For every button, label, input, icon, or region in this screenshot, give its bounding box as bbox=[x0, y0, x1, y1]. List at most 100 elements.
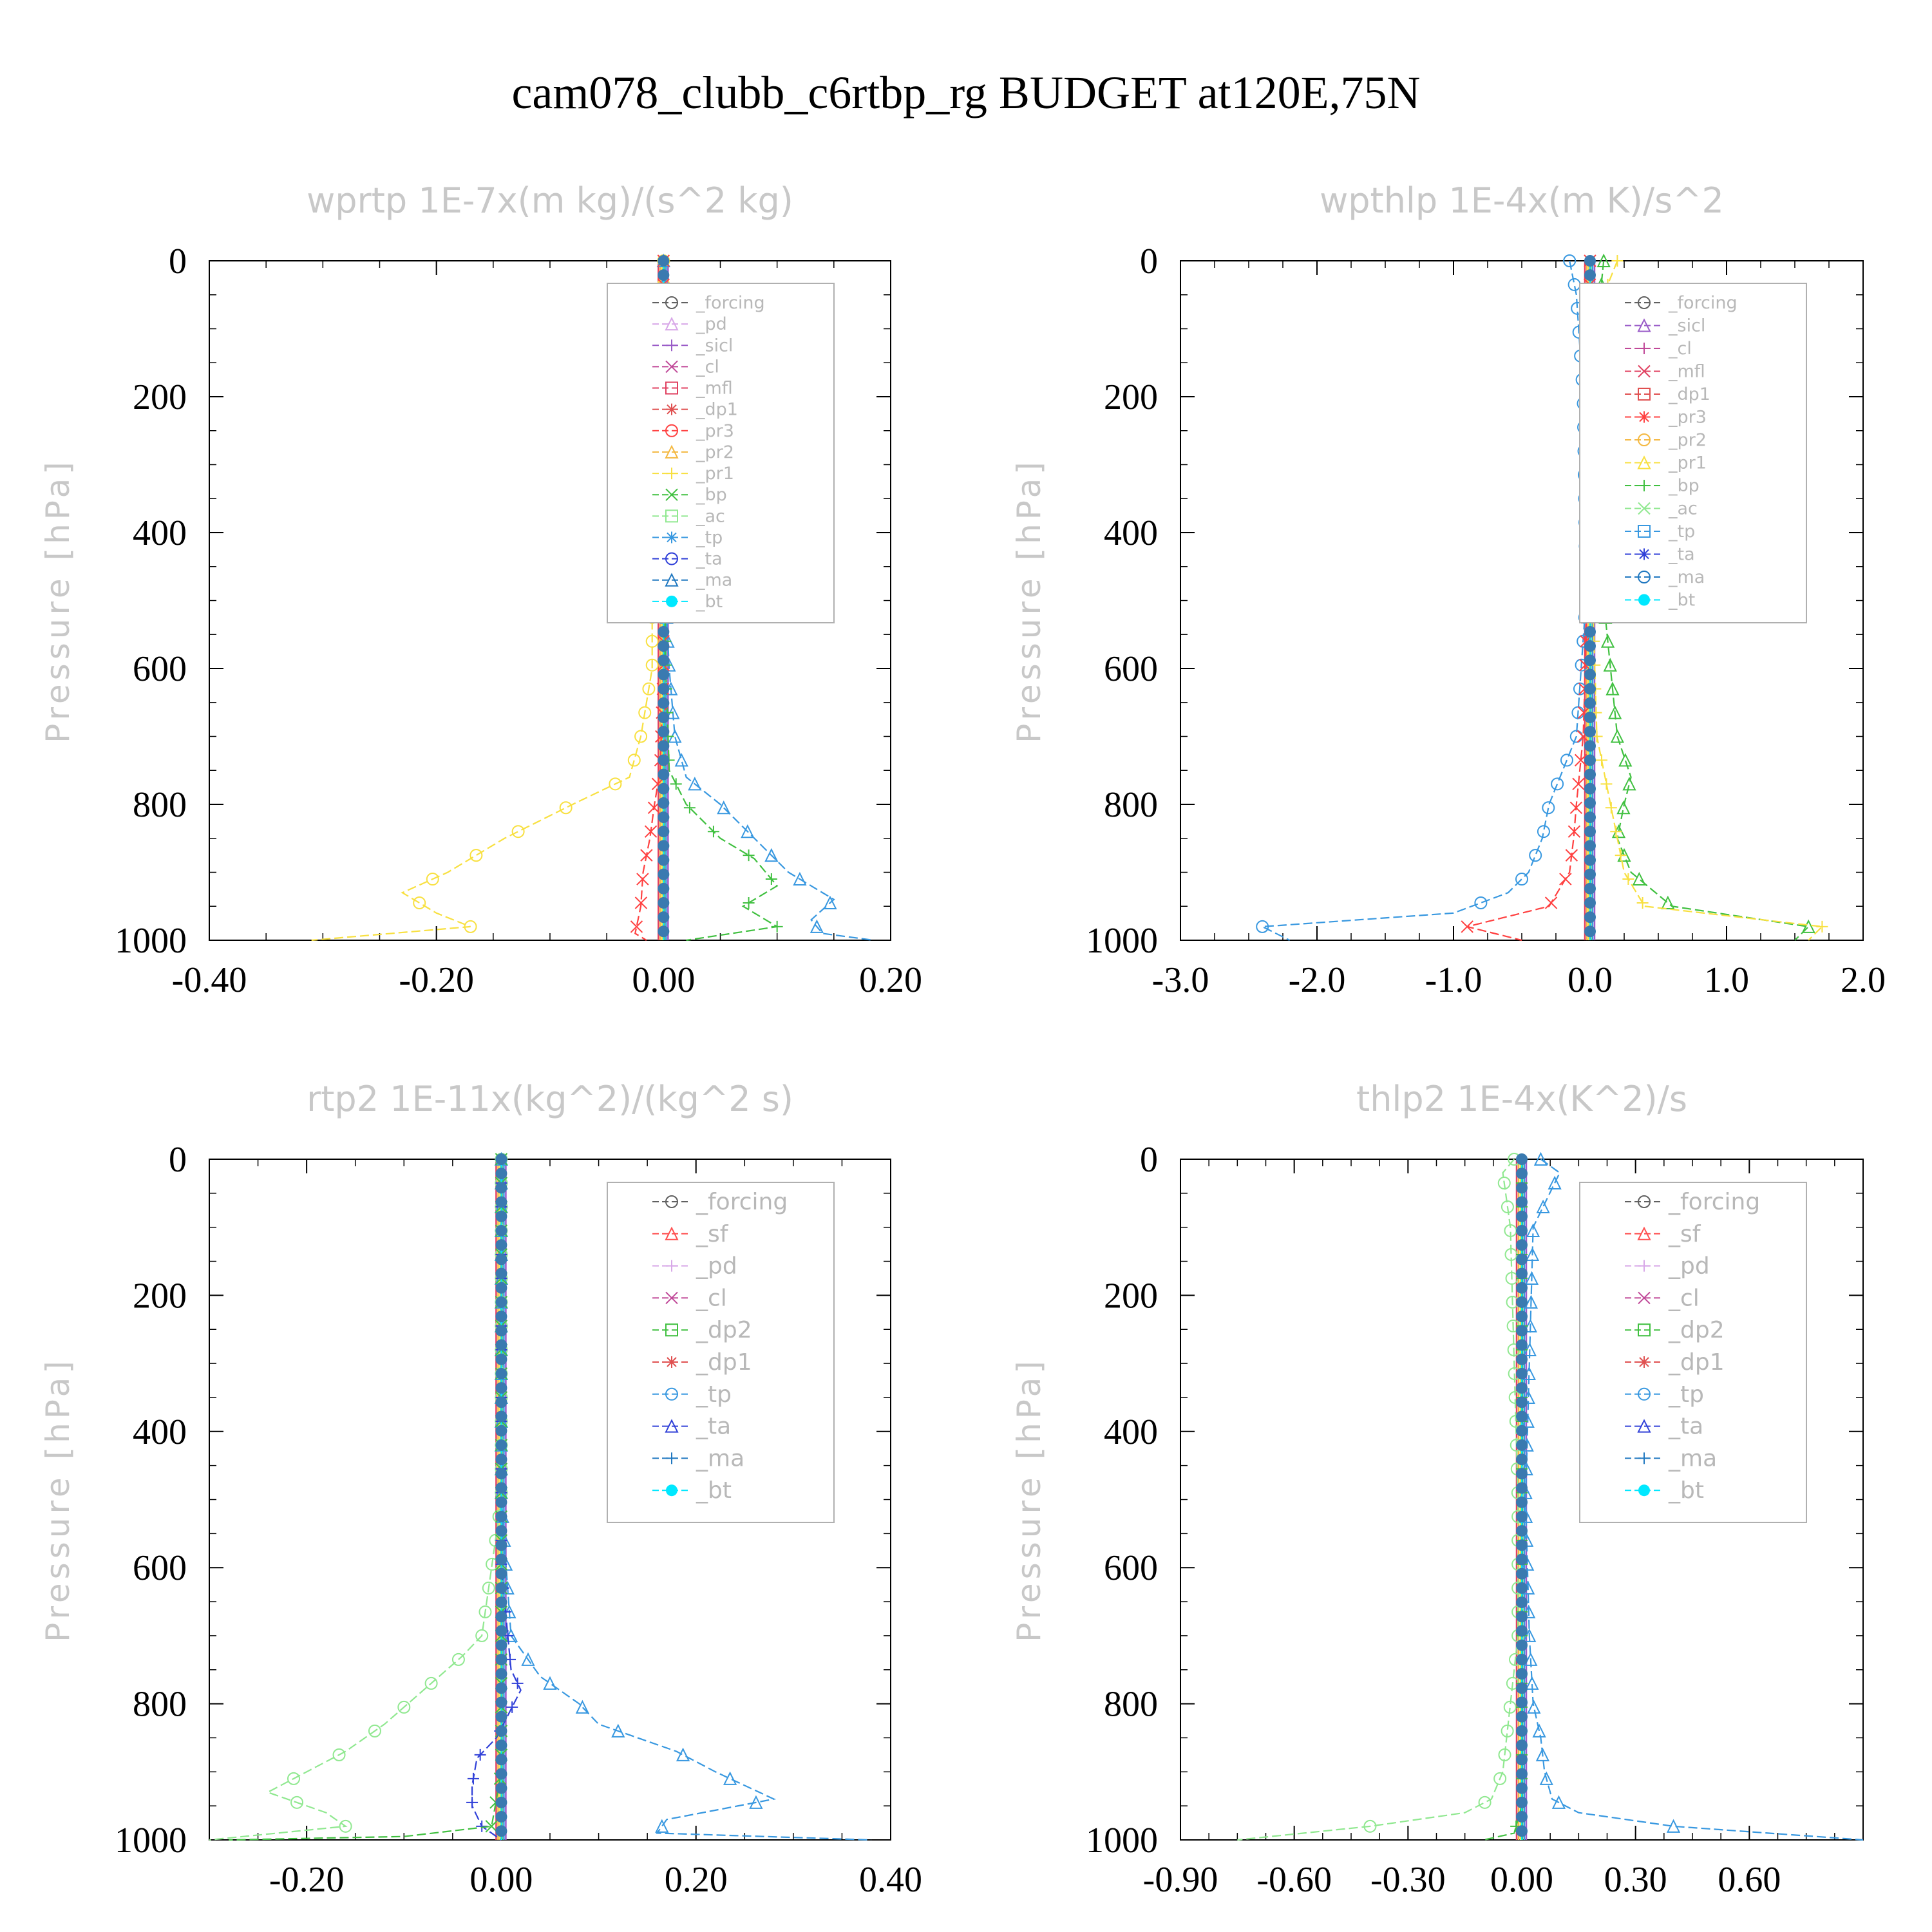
data-point bbox=[495, 1296, 507, 1308]
legend-marker bbox=[665, 552, 678, 565]
x-tick-label: -0.40 bbox=[172, 960, 247, 1000]
series-line bbox=[1237, 1159, 1519, 1841]
data-point bbox=[1516, 1539, 1528, 1551]
legend-label: _bt bbox=[696, 592, 723, 612]
data-point bbox=[658, 797, 670, 809]
series-line bbox=[1524, 1159, 1864, 1841]
data-point bbox=[511, 825, 525, 838]
y-tick-label: 1000 bbox=[115, 921, 187, 961]
data-point bbox=[495, 1325, 507, 1337]
data-point bbox=[1551, 777, 1564, 791]
data-point bbox=[1535, 1747, 1550, 1761]
data-point bbox=[495, 1539, 507, 1551]
data-point bbox=[1363, 1819, 1377, 1833]
data-point bbox=[771, 920, 783, 933]
data-point bbox=[707, 826, 719, 838]
data-point bbox=[495, 1710, 507, 1723]
x-tick-label: -3.0 bbox=[1152, 960, 1209, 1000]
data-point bbox=[495, 1468, 507, 1480]
legend-label: _forcing bbox=[696, 1189, 788, 1215]
data-point bbox=[495, 1811, 507, 1823]
legend: _forcing _sf _pd _cl _dp2 _dp1 _tp _ta _ma _bt bbox=[607, 1182, 835, 1523]
data-point bbox=[1565, 849, 1578, 862]
legend-marker bbox=[1637, 318, 1651, 332]
legend-marker bbox=[665, 1323, 678, 1337]
data-point bbox=[1584, 668, 1596, 681]
data-point bbox=[1516, 1410, 1528, 1423]
y-tick-label: 400 bbox=[1104, 1412, 1158, 1452]
legend-label: _dp1 bbox=[696, 400, 738, 420]
data-point bbox=[474, 1748, 486, 1761]
y-axis-label: Pressure [hPa] bbox=[1010, 458, 1048, 743]
data-point bbox=[482, 1581, 495, 1595]
data-point bbox=[1516, 1454, 1528, 1466]
data-point bbox=[1618, 753, 1633, 767]
data-point bbox=[1584, 255, 1596, 267]
data-point bbox=[658, 640, 670, 652]
data-point bbox=[1516, 1496, 1528, 1508]
data-point bbox=[467, 1772, 479, 1785]
data-point bbox=[290, 1795, 304, 1809]
legend: _forcing _sf _pd _cl _dp2 _dp1 _tp _ta _ma _bt bbox=[1579, 1182, 1807, 1523]
legend-marker bbox=[665, 444, 679, 459]
data-point bbox=[1516, 1367, 1528, 1379]
data-point bbox=[1516, 1325, 1528, 1337]
legend-label: _pd bbox=[696, 1253, 737, 1280]
legend-marker bbox=[1638, 1484, 1650, 1497]
y-tick-label: 0 bbox=[1140, 1140, 1158, 1180]
data-point bbox=[1596, 754, 1608, 766]
data-point bbox=[1569, 801, 1583, 814]
data-point bbox=[397, 1700, 411, 1714]
legend-frame bbox=[607, 1182, 835, 1523]
legend-marker bbox=[1638, 480, 1650, 491]
data-point bbox=[1816, 920, 1828, 933]
data-point bbox=[1516, 1439, 1528, 1451]
legend-marker bbox=[1638, 1260, 1650, 1272]
data-point bbox=[658, 626, 670, 638]
data-point bbox=[793, 871, 807, 886]
data-point bbox=[1536, 1199, 1550, 1213]
data-point bbox=[1256, 920, 1269, 933]
legend-marker bbox=[1638, 1387, 1651, 1401]
data-point bbox=[1524, 1294, 1539, 1309]
data-point bbox=[1533, 1151, 1548, 1166]
data-point bbox=[609, 777, 622, 791]
data-point bbox=[1516, 1825, 1528, 1837]
data-point bbox=[1622, 873, 1634, 886]
chart-panel-1: wprtp 1E-7x(m kg)/(s^2 kg) Pressure [hPa]… bbox=[39, 180, 922, 1000]
data-point bbox=[1801, 919, 1815, 933]
legend-marker bbox=[1637, 455, 1651, 469]
x-tick-label: 0.30 bbox=[1604, 1860, 1667, 1900]
data-point bbox=[1661, 895, 1675, 909]
y-tick-label: 1000 bbox=[1086, 1821, 1158, 1861]
legend-label: _tp bbox=[696, 1381, 732, 1408]
data-point bbox=[658, 811, 670, 824]
legend-label: _ma bbox=[1668, 1445, 1717, 1472]
data-point bbox=[636, 873, 649, 886]
data-point bbox=[627, 753, 641, 767]
y-tick-label: 0 bbox=[169, 1140, 187, 1180]
data-point bbox=[1544, 896, 1558, 909]
legend-label: _bt bbox=[1668, 1477, 1704, 1504]
legend-marker bbox=[1638, 411, 1650, 423]
data-point bbox=[634, 730, 648, 743]
data-point bbox=[1516, 1253, 1528, 1265]
legend-label: _dp2 bbox=[1668, 1317, 1725, 1343]
data-point bbox=[1560, 753, 1573, 767]
data-point bbox=[658, 896, 670, 909]
data-point bbox=[1584, 925, 1596, 938]
series-line bbox=[209, 1159, 502, 1841]
legend-label: _dp1 bbox=[1668, 1349, 1725, 1376]
data-point bbox=[495, 1668, 507, 1680]
legend-marker bbox=[1638, 502, 1651, 515]
legend-marker bbox=[1638, 1452, 1650, 1464]
panel-title: wprtp 1E-7x(m kg)/(s^2 kg) bbox=[307, 180, 793, 221]
data-point bbox=[1516, 1710, 1528, 1723]
data-point bbox=[630, 920, 643, 933]
data-point bbox=[495, 1625, 507, 1637]
data-point bbox=[1516, 1625, 1528, 1637]
data-point bbox=[1501, 1200, 1514, 1213]
data-point bbox=[1529, 849, 1542, 862]
legend-marker bbox=[1638, 1323, 1651, 1337]
